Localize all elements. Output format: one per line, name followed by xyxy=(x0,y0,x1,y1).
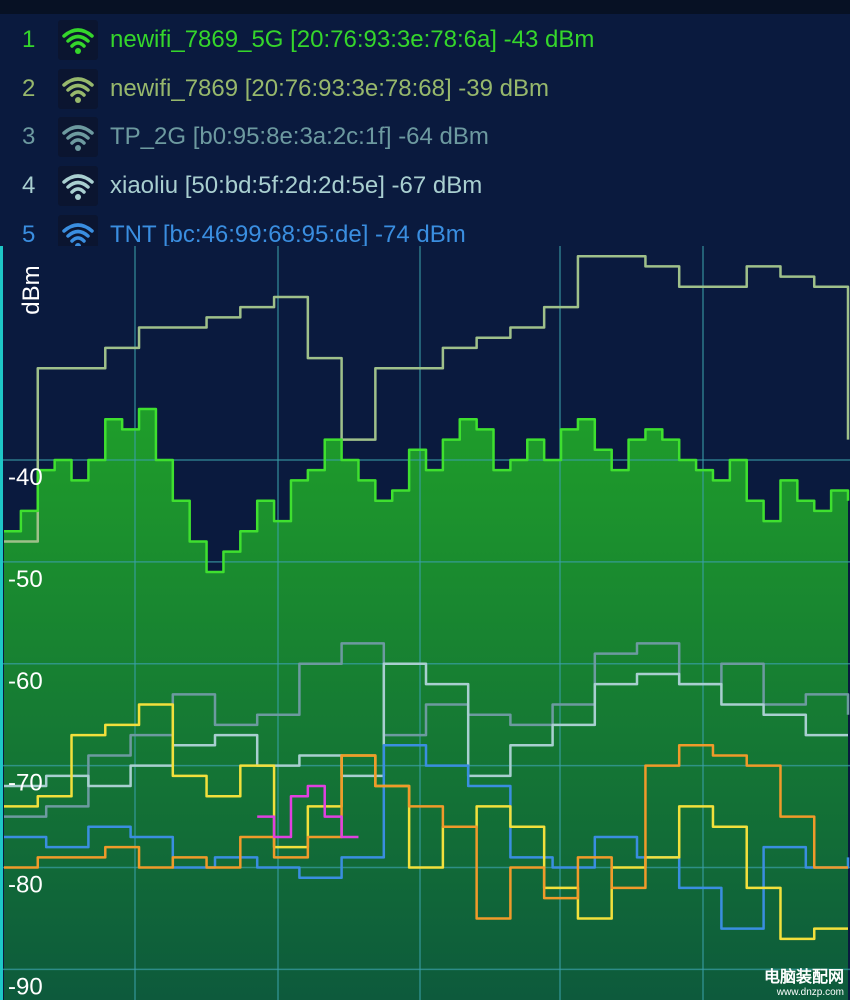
legend-label: TP_2G [b0:95:8e:3a:2c:1f] -64 dBm xyxy=(110,123,489,150)
signal-chart: -40 -50 -60 -70 -80 -90 dBm xyxy=(0,246,850,1000)
y-tick-label: -40 xyxy=(8,464,43,491)
wifi-icon xyxy=(58,69,98,109)
legend-index: 5 xyxy=(22,221,36,248)
series-line-newifi-7869-5g xyxy=(4,407,850,574)
series-line-newifi-7869 xyxy=(4,254,850,543)
legend-item-4[interactable]: 4 xiaoliu [50:bd:5f:2d:2d:5e] -67 dBm xyxy=(0,162,850,210)
legend-item-5[interactable]: 5 TNT [bc:46:99:68:95:de] -74 dBm xyxy=(0,211,850,259)
legend-item-2[interactable]: 2 newifi_7869 [20:76:93:3e:78:68] -39 dB… xyxy=(0,65,850,113)
y-tick-layer: -40 -50 -60 -70 -80 -90 xyxy=(8,464,43,1000)
y-tick-label: -80 xyxy=(8,872,43,899)
wifi-icon xyxy=(58,20,98,60)
legend-item-3[interactable]: 3 TP_2G [b0:95:8e:3a:2c:1f] -64 dBm xyxy=(0,113,850,161)
series-line-tnt xyxy=(4,744,850,930)
wifi-icon xyxy=(58,166,98,206)
y-axis-label: dBm xyxy=(18,265,45,314)
y-tick-label: -60 xyxy=(8,668,43,695)
legend-label: TNT [bc:46:99:68:95:de] -74 dBm xyxy=(110,221,466,248)
watermark-line-1: 电脑装配网 xyxy=(763,969,844,986)
wifi-icon xyxy=(58,117,98,157)
series-line-xiaoliu xyxy=(4,662,848,788)
y-tick-label: -90 xyxy=(8,973,43,1000)
series-layer xyxy=(4,254,850,941)
legend-label: newifi_7869 [20:76:93:3e:78:68] -39 dBm xyxy=(110,75,549,102)
series-line-unnamed-6 xyxy=(4,744,848,920)
left-axis-line xyxy=(0,246,3,1000)
y-tick-label: -50 xyxy=(8,566,43,593)
series-line-unnamed-5 xyxy=(4,703,848,941)
watermark: 电脑装配网 www.dnzp.com xyxy=(764,963,844,998)
watermark-line-2: www.dnzp.com xyxy=(776,987,844,998)
series-line-unnamed-7 xyxy=(257,784,359,839)
y-tick-label: -70 xyxy=(8,770,43,797)
legend-item-1[interactable]: 1 newifi_7869_5G [20:76:93:3e:78:6a] -43… xyxy=(0,16,850,64)
status-strip xyxy=(0,0,850,14)
legend-index: 1 xyxy=(22,26,36,53)
legend-index: 2 xyxy=(22,75,36,102)
legend-label: newifi_7869_5G [20:76:93:3e:78:6a] -43 d… xyxy=(110,26,595,53)
legend-index: 3 xyxy=(22,123,36,150)
series-line-tp-2g xyxy=(4,642,850,818)
legend-index: 4 xyxy=(22,172,36,199)
legend-label: xiaoliu [50:bd:5f:2d:2d:5e] -67 dBm xyxy=(110,172,483,199)
